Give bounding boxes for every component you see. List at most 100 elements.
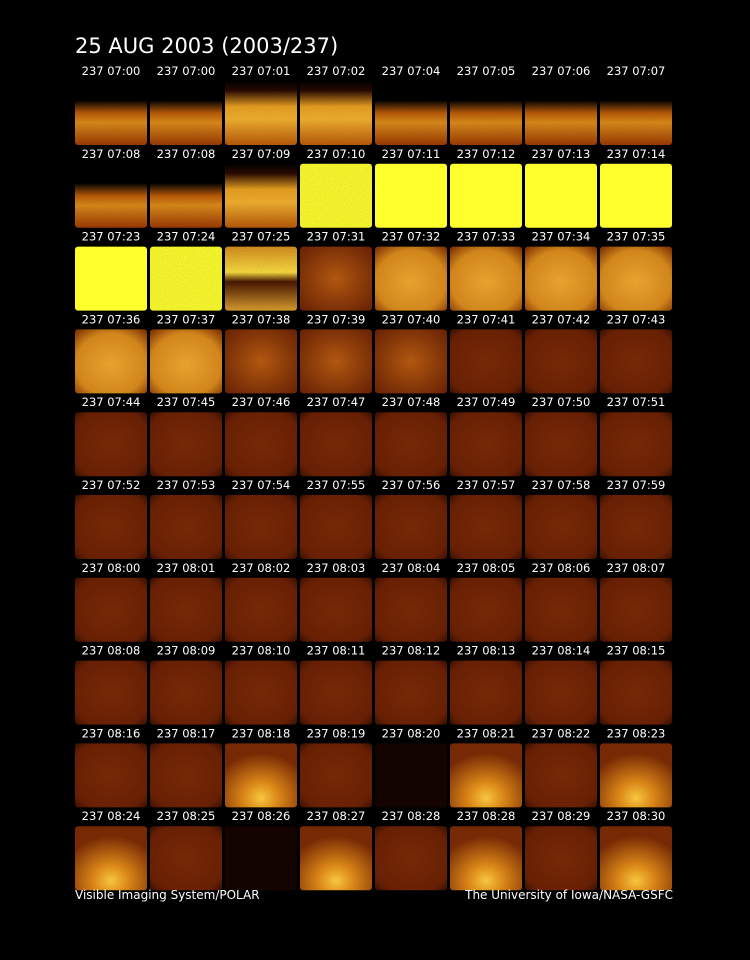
timestamp: 237 08:17 xyxy=(157,726,216,740)
panel-grain xyxy=(300,412,372,477)
timestamp: 237 07:24 xyxy=(157,230,216,244)
timestamp: 237 08:28 xyxy=(457,809,516,823)
panel-image xyxy=(600,163,672,228)
panel-grain xyxy=(225,246,297,311)
timestamp: 237 07:50 xyxy=(532,395,591,409)
timestamp: 237 08:24 xyxy=(82,809,141,823)
panel-grain xyxy=(225,495,297,559)
panel-grain xyxy=(450,743,522,808)
timestamp: 237 08:03 xyxy=(307,561,366,575)
panel-grain xyxy=(300,495,372,559)
timestamp: 237 07:41 xyxy=(457,312,516,326)
timestamp: 237 07:38 xyxy=(232,312,291,326)
timestamp: 237 08:25 xyxy=(157,809,216,823)
panel-grain xyxy=(300,329,372,394)
timestamp: 237 07:36 xyxy=(82,312,141,326)
timestamp: 237 08:13 xyxy=(457,644,516,658)
timestamp: 237 07:14 xyxy=(607,147,666,161)
panel-grain xyxy=(300,577,372,642)
footer-left: Visible Imaging System/POLAR xyxy=(75,888,260,902)
timestamp: 237 07:08 xyxy=(82,147,141,161)
panel-grain xyxy=(375,81,447,145)
timestamp: 237 07:48 xyxy=(382,395,441,409)
timestamp: 237 08:12 xyxy=(382,644,441,658)
timestamp: 237 08:02 xyxy=(232,561,291,575)
panel-grain xyxy=(225,826,297,891)
panel-grain xyxy=(75,743,147,808)
timestamp: 237 07:07 xyxy=(607,64,666,78)
timestamp: 237 08:07 xyxy=(607,561,666,575)
panel-grain xyxy=(225,163,297,228)
panel-grain xyxy=(600,329,672,394)
panel-grain xyxy=(150,412,222,477)
timestamp: 237 07:06 xyxy=(532,64,591,78)
panel-grain xyxy=(75,826,147,891)
timestamp: 237 08:15 xyxy=(607,644,666,658)
timestamp: 237 07:35 xyxy=(607,230,666,244)
panel-grain xyxy=(375,743,447,808)
panel-grain xyxy=(375,246,447,311)
timestamp: 237 07:45 xyxy=(157,395,216,409)
panel-grain xyxy=(375,826,447,891)
timestamp: 237 07:53 xyxy=(157,478,216,492)
timestamp: 237 08:10 xyxy=(232,644,291,658)
timestamp: 237 07:55 xyxy=(307,478,366,492)
timestamp: 237 07:33 xyxy=(457,230,516,244)
panel-grain xyxy=(300,743,372,808)
timestamp: 237 07:01 xyxy=(232,64,291,78)
panel-grain xyxy=(450,660,522,725)
timestamp: 237 07:10 xyxy=(307,147,366,161)
timestamp: 237 07:05 xyxy=(457,64,516,78)
timestamp: 237 08:21 xyxy=(457,726,516,740)
timestamp: 237 08:30 xyxy=(607,809,666,823)
timestamp: 237 07:31 xyxy=(307,230,366,244)
timestamp: 237 08:00 xyxy=(82,561,141,575)
panel-grain xyxy=(150,660,222,725)
timestamp: 237 08:26 xyxy=(232,809,291,823)
timestamp: 237 08:06 xyxy=(532,561,591,575)
timestamp: 237 07:32 xyxy=(382,230,441,244)
panel-image xyxy=(375,163,447,228)
timestamp: 237 07:12 xyxy=(457,147,516,161)
timestamp: 237 07:02 xyxy=(307,64,366,78)
panel-grain xyxy=(75,412,147,477)
panel-grain xyxy=(375,412,447,477)
timestamp: 237 07:09 xyxy=(232,147,291,161)
timestamp: 237 08:11 xyxy=(307,644,366,658)
panel-grain xyxy=(375,660,447,725)
panel-grain xyxy=(150,495,222,559)
panel-grain xyxy=(375,329,447,394)
panel-grain xyxy=(525,412,597,477)
panel-grain xyxy=(75,660,147,725)
panel-grain xyxy=(225,660,297,725)
panel-grain xyxy=(150,743,222,808)
timestamp: 237 07:46 xyxy=(232,395,291,409)
panel-grain xyxy=(225,81,297,145)
timestamp: 237 08:28 xyxy=(382,809,441,823)
timestamp: 237 08:18 xyxy=(232,726,291,740)
panel-grain xyxy=(600,81,672,145)
panel-grain xyxy=(375,495,447,559)
panel-grain xyxy=(525,329,597,394)
timestamp: 237 08:20 xyxy=(382,726,441,740)
panel-grain xyxy=(450,246,522,311)
panel-grain xyxy=(600,495,672,559)
panel-grain xyxy=(450,495,522,559)
timestamp: 237 08:01 xyxy=(157,561,216,575)
timestamp: 237 07:11 xyxy=(382,147,441,161)
panel-image xyxy=(75,246,147,311)
timestamp: 237 08:29 xyxy=(532,809,591,823)
panel-image xyxy=(450,163,522,228)
panel-grain xyxy=(150,246,222,311)
panel-grain xyxy=(225,412,297,477)
timestamp: 237 08:09 xyxy=(157,644,216,658)
timestamp: 237 07:57 xyxy=(457,478,516,492)
panel-grain xyxy=(450,577,522,642)
timestamp: 237 07:37 xyxy=(157,312,216,326)
panel-grain xyxy=(300,163,372,228)
timestamp: 237 07:47 xyxy=(307,395,366,409)
panel-grain xyxy=(75,81,147,145)
timestamp: 237 07:00 xyxy=(157,64,216,78)
timestamp: 237 07:00 xyxy=(82,64,141,78)
